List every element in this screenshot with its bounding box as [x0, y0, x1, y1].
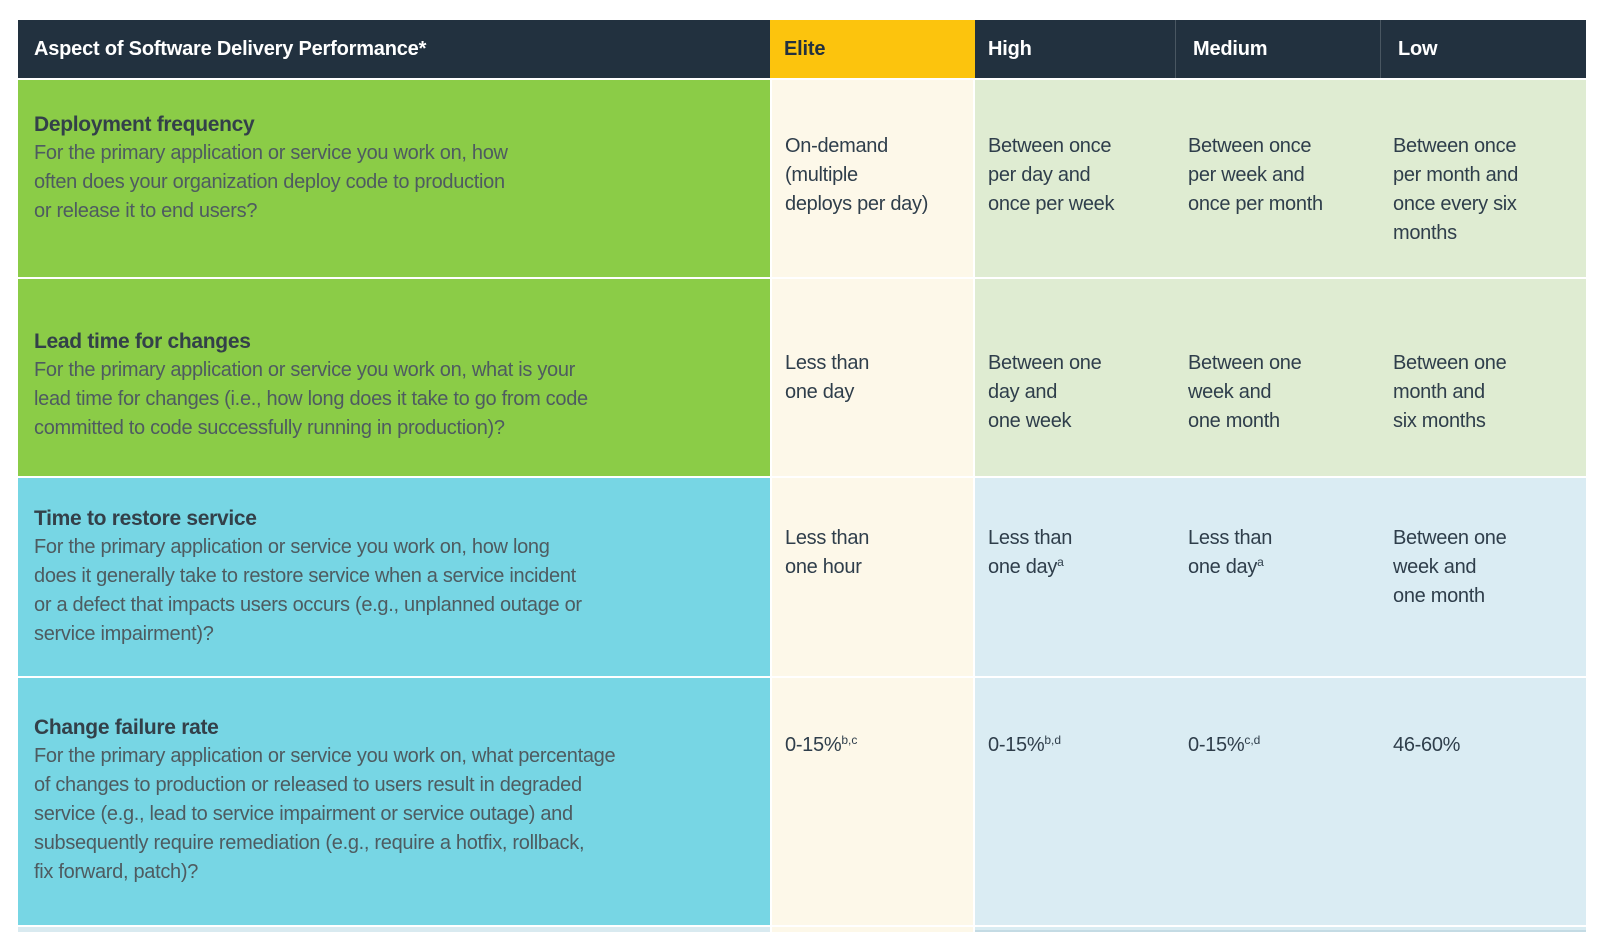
cutoff-row-sliver: [975, 927, 1175, 932]
software-delivery-performance-table: Aspect of Software Delivery Performance*…: [18, 20, 1586, 932]
header-high: High: [975, 20, 1175, 78]
cell-deployment-frequency-low: Between once per month and once every si…: [1380, 80, 1586, 277]
row-time-to-restore-question: Time to restore service For the primary …: [18, 478, 770, 676]
cell-value: Between once per week and once per month: [1188, 135, 1323, 215]
metric-title: Time to restore service: [34, 507, 257, 530]
header-elite: Elite: [770, 20, 975, 78]
cell-value: Less than one hour: [785, 527, 870, 578]
cell-value: 46-60%: [1393, 734, 1461, 756]
cell-value: 0-15%: [785, 734, 842, 756]
cell-change-failure-rate-high: 0-15%b,d: [975, 678, 1175, 925]
cell-deployment-frequency-medium: Between once per week and once per month: [1175, 80, 1380, 277]
header-medium: Medium: [1175, 20, 1380, 78]
cell-value: 0-15%: [988, 734, 1045, 756]
cell-lead-time-medium: Between one week and one month: [1175, 279, 1380, 476]
metric-question: For the primary application or service y…: [34, 745, 616, 883]
cell-value: Between once per month and once every si…: [1393, 135, 1519, 244]
cell-time-to-restore-medium: Less than one daya: [1175, 478, 1380, 676]
cell-value: Less than one day: [1188, 527, 1273, 578]
cell-value: Between one month and six months: [1393, 352, 1507, 432]
cell-value: Between one week and one month: [1393, 527, 1507, 607]
metric-title: Deployment frequency: [34, 113, 255, 136]
metric-question: For the primary application or service y…: [34, 142, 508, 222]
cell-value: Between one week and one month: [1188, 352, 1302, 432]
cell-lead-time-high: Between one day and one week: [975, 279, 1175, 476]
cell-change-failure-rate-medium: 0-15%c,d: [1175, 678, 1380, 925]
footnote-superscript: b,d: [1044, 733, 1062, 747]
cell-value: On-demand (multiple deploys per day): [785, 135, 929, 215]
footnote-superscript: a: [1257, 555, 1264, 569]
cell-value: Less than one day: [785, 352, 870, 403]
cell-time-to-restore-high: Less than one daya: [975, 478, 1175, 676]
cell-deployment-frequency-high: Between once per day and once per week: [975, 80, 1175, 277]
metric-title: Lead time for changes: [34, 330, 251, 353]
cell-value: Between one day and one week: [988, 352, 1102, 432]
cell-value: Less than one day: [988, 527, 1073, 578]
cutoff-row-sliver: [770, 927, 975, 932]
footnote-superscript: a: [1057, 555, 1064, 569]
row-deployment-frequency-question: Deployment frequency For the primary app…: [18, 80, 770, 277]
footnote-superscript: b,c: [841, 733, 858, 747]
metric-question: For the primary application or service y…: [34, 359, 588, 439]
row-lead-time-question: Lead time for changes For the primary ap…: [18, 279, 770, 476]
cell-deployment-frequency-elite: On-demand (multiple deploys per day): [770, 80, 975, 277]
cutoff-row-sliver: [1380, 927, 1586, 932]
cell-lead-time-low: Between one month and six months: [1380, 279, 1586, 476]
header-aspect-of-performance: Aspect of Software Delivery Performance*: [18, 20, 770, 78]
cell-value: Between once per day and once per week: [988, 135, 1115, 215]
cell-value: 0-15%: [1188, 734, 1245, 756]
row-change-failure-rate-question: Change failure rate For the primary appl…: [18, 678, 770, 925]
cell-time-to-restore-low: Between one week and one month: [1380, 478, 1586, 676]
cutoff-row-sliver: [18, 927, 770, 932]
cell-change-failure-rate-low: 46-60%: [1380, 678, 1586, 925]
cutoff-row-sliver: [1175, 927, 1380, 932]
cell-time-to-restore-elite: Less than one hour: [770, 478, 975, 676]
metric-question: For the primary application or service y…: [34, 536, 582, 645]
header-aspect-label: Aspect of Software Delivery Performance*: [34, 37, 427, 60]
header-low: Low: [1380, 20, 1586, 78]
metric-title: Change failure rate: [34, 716, 219, 739]
cell-lead-time-elite: Less than one day: [770, 279, 975, 476]
footnote-superscript: c,d: [1244, 733, 1261, 747]
cell-change-failure-rate-elite: 0-15%b,c: [770, 678, 975, 925]
